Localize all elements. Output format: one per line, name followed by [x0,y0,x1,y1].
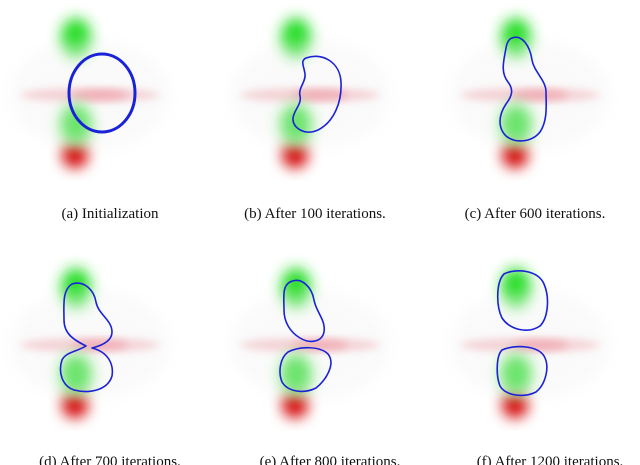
caption: (e) After 800 iterations. [260,454,401,465]
caption: (c) After 600 iterations. [465,206,606,222]
caption: (b) After 100 iterations. [244,206,386,222]
caption: (f) After 1200 iterations. [477,454,624,465]
caption: (a) Initialization [61,206,159,222]
panel-f: (f) After 1200 iterations. [440,250,630,465]
panel-b: (b) After 100 iterations. [220,0,410,222]
panel-c: (c) After 600 iterations. [440,0,630,222]
panel-a: (a) Initialization [0,0,190,222]
caption: (d) After 700 iterations. [39,454,181,465]
panel-d: (d) After 700 iterations. [0,250,190,465]
panel-e: (e) After 800 iterations. [220,250,410,465]
